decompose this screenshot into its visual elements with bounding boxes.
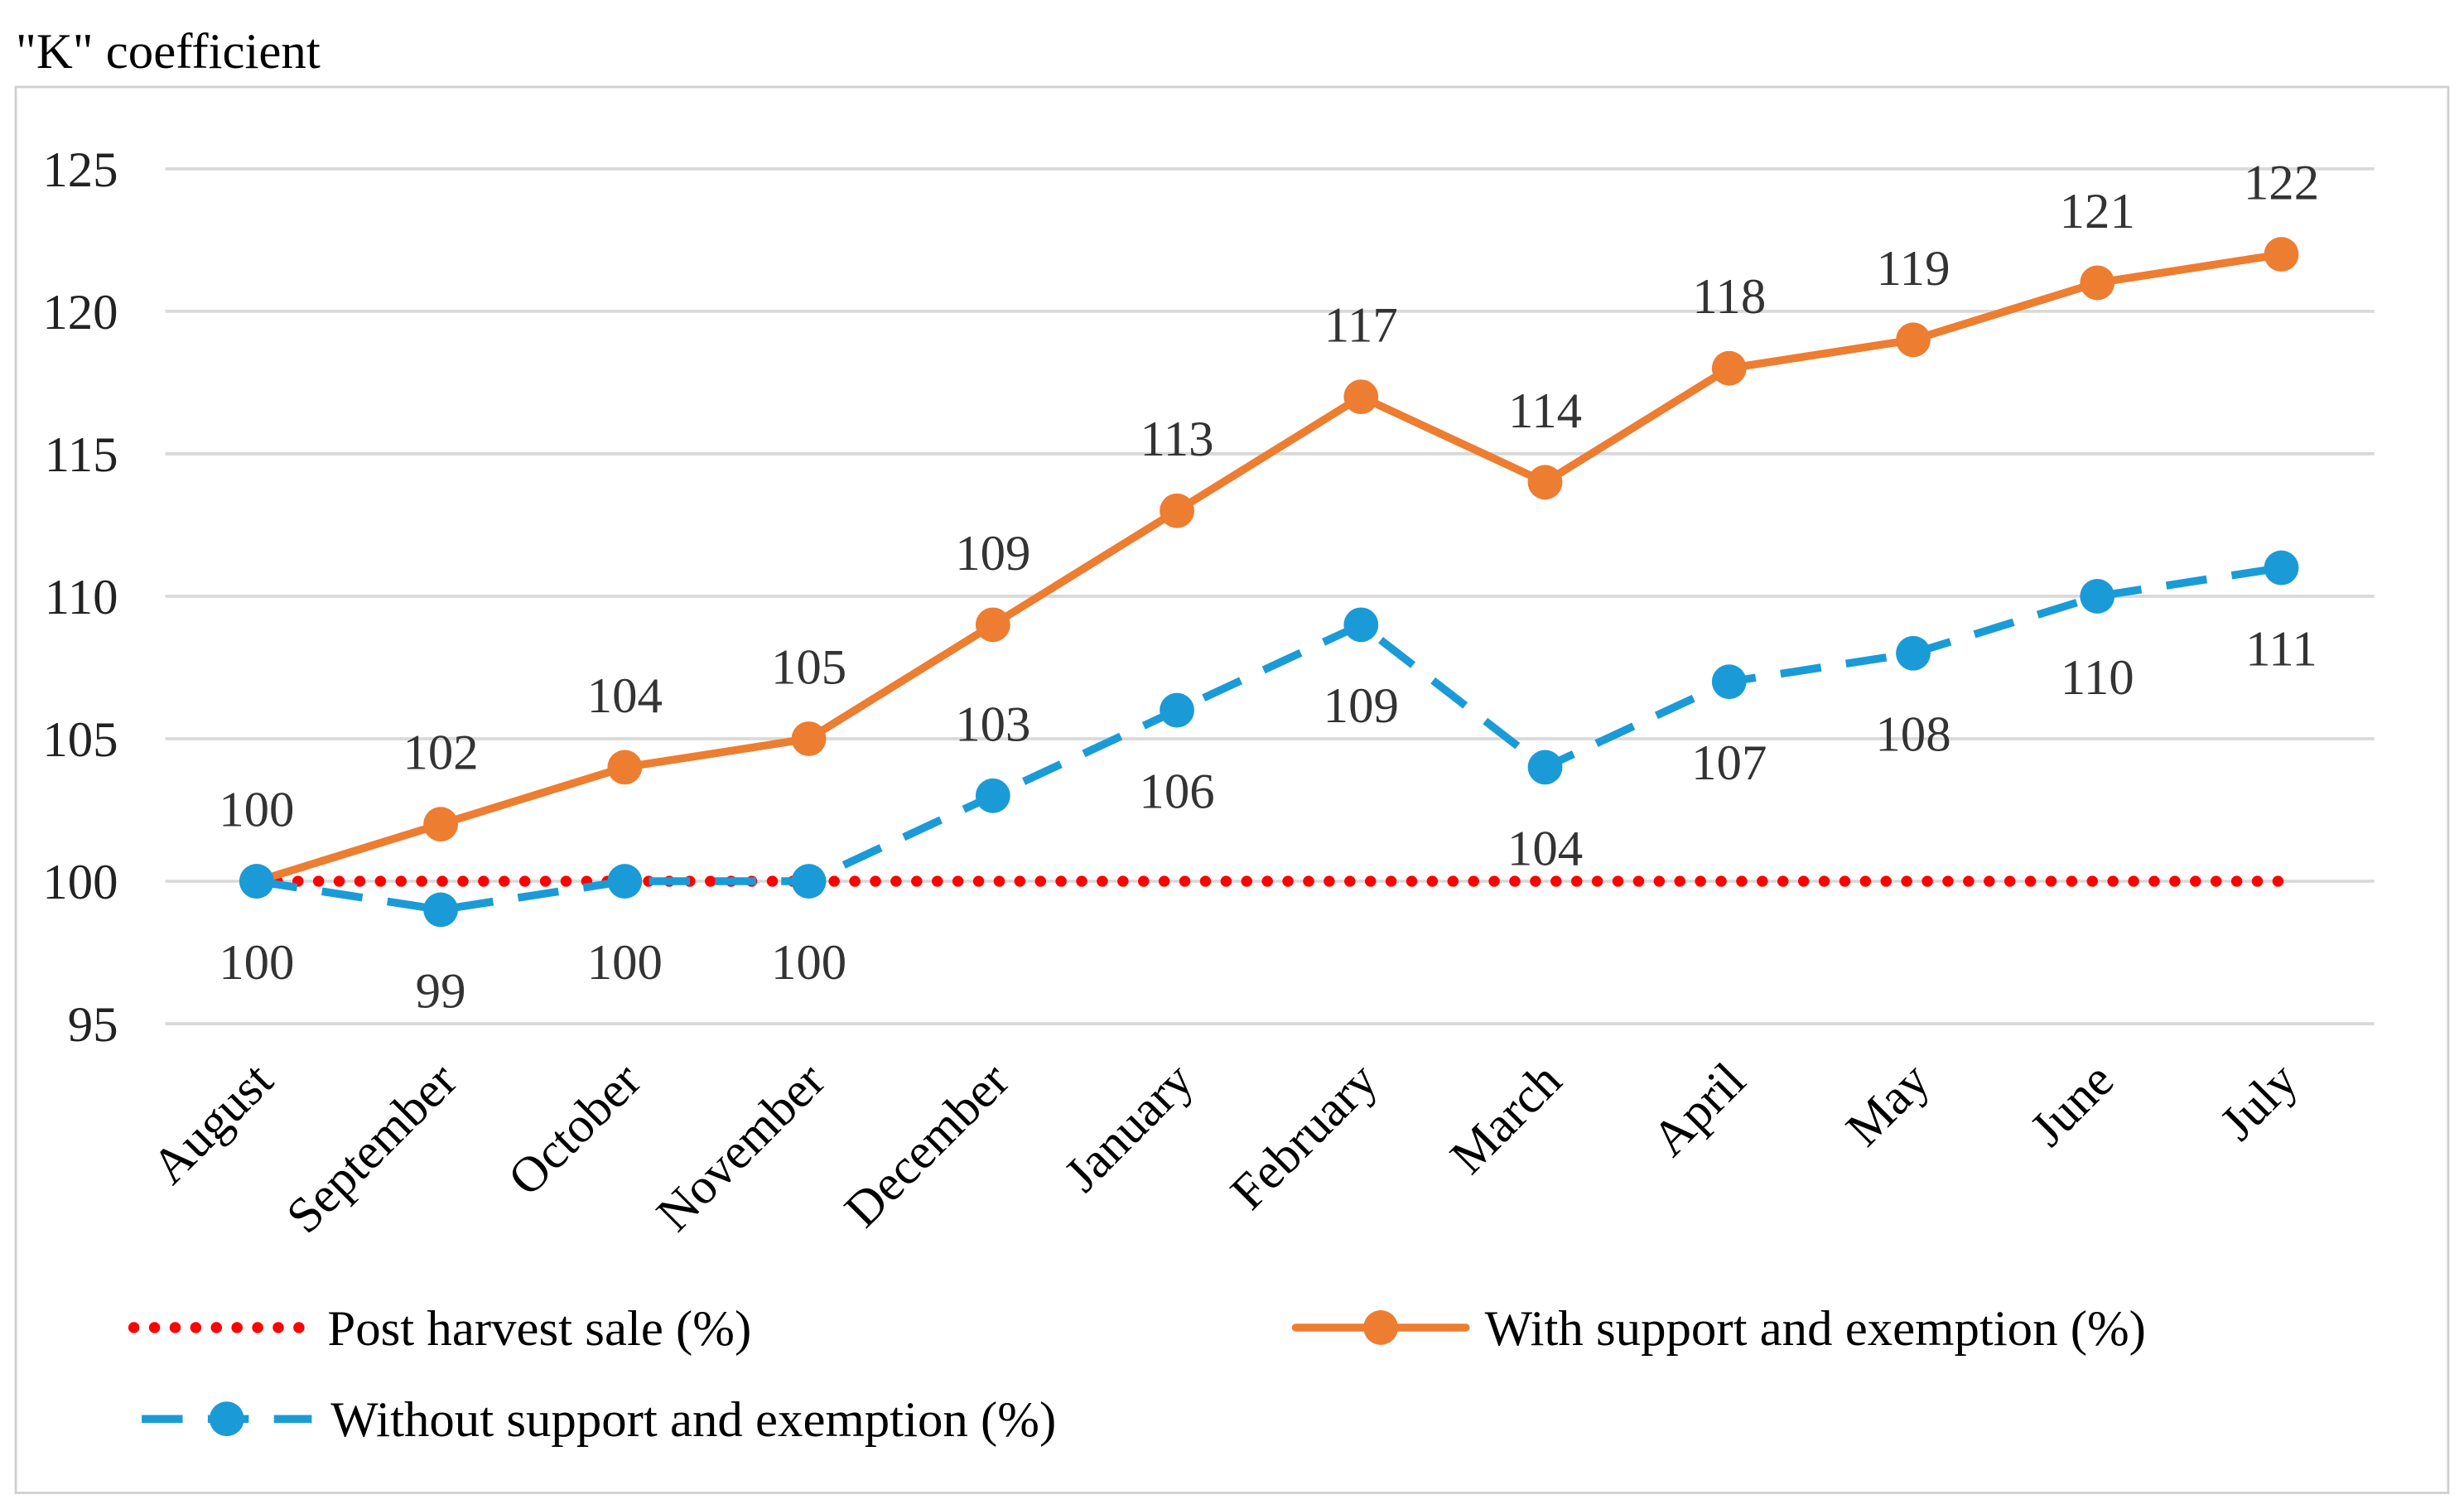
y-tick-label: 125 xyxy=(42,142,118,198)
data-label: 111 xyxy=(2245,621,2317,677)
legend-label: With support and exemption (%) xyxy=(1485,1301,2146,1357)
data-label: 100 xyxy=(219,782,294,837)
data-label: 117 xyxy=(1324,298,1398,354)
data-point xyxy=(791,721,827,756)
data-label: 102 xyxy=(403,726,478,781)
data-point xyxy=(607,864,643,899)
data-point xyxy=(975,607,1010,643)
legend-item: Without support and exemption (%) xyxy=(142,1392,1056,1448)
data-point xyxy=(1343,379,1379,415)
data-label: 122 xyxy=(2244,156,2319,211)
data-point xyxy=(1160,493,1194,528)
series-line xyxy=(256,563,2283,914)
legend-item: Post harvest sale (%) xyxy=(128,1301,751,1357)
data-point xyxy=(2264,237,2299,272)
data-point xyxy=(2264,550,2299,586)
data-point xyxy=(1711,350,1747,386)
data-point xyxy=(2080,265,2115,301)
data-label: 103 xyxy=(955,697,1030,752)
y-tick-label: 120 xyxy=(42,285,118,340)
data-point xyxy=(423,807,459,842)
data-label: 108 xyxy=(1875,707,1950,763)
data-label: 106 xyxy=(1139,764,1214,819)
y-tick-label: 110 xyxy=(45,570,118,625)
chart-title: "K" coefficient xyxy=(16,24,321,80)
y-tick-label: 115 xyxy=(45,427,118,483)
data-label: 100 xyxy=(771,935,846,991)
legend-label: Without support and exemption (%) xyxy=(330,1392,1056,1448)
legend-marker xyxy=(1363,1310,1399,1345)
chart-border xyxy=(14,85,2450,1494)
data-point xyxy=(791,864,827,899)
legend-label: Post harvest sale (%) xyxy=(327,1301,751,1357)
y-tick-label: 105 xyxy=(42,712,118,768)
data-point xyxy=(1896,322,1931,358)
y-tick-label: 95 xyxy=(68,997,118,1053)
data-label: 104 xyxy=(1507,821,1583,876)
data-label: 110 xyxy=(2061,650,2134,706)
data-label: 100 xyxy=(587,935,663,991)
data-label: 118 xyxy=(1692,269,1766,325)
data-point xyxy=(2080,579,2115,614)
data-label: 114 xyxy=(1508,383,1582,439)
data-point xyxy=(975,778,1010,813)
data-point xyxy=(239,864,274,899)
data-point xyxy=(1527,750,1563,785)
data-point xyxy=(607,750,643,785)
data-point xyxy=(1160,692,1194,728)
data-label: 121 xyxy=(2060,184,2135,239)
legend-item: With support and exemption (%) xyxy=(1291,1301,2146,1357)
data-point xyxy=(1343,607,1379,643)
y-tick-label: 100 xyxy=(42,855,118,910)
data-label: 100 xyxy=(219,935,294,991)
series-line xyxy=(253,250,2286,885)
data-label: 107 xyxy=(1691,735,1767,791)
data-label: 113 xyxy=(1140,412,1214,467)
data-point xyxy=(423,892,459,928)
data-point xyxy=(1711,664,1747,700)
data-label: 109 xyxy=(1324,678,1399,734)
data-point xyxy=(1527,465,1563,500)
data-label: 109 xyxy=(955,526,1030,581)
data-label: 104 xyxy=(587,668,663,724)
data-label: 99 xyxy=(416,963,466,1019)
data-label: 105 xyxy=(771,639,846,695)
legend-marker xyxy=(209,1401,244,1437)
data-point xyxy=(1896,635,1931,671)
data-label: 119 xyxy=(1877,241,1950,296)
